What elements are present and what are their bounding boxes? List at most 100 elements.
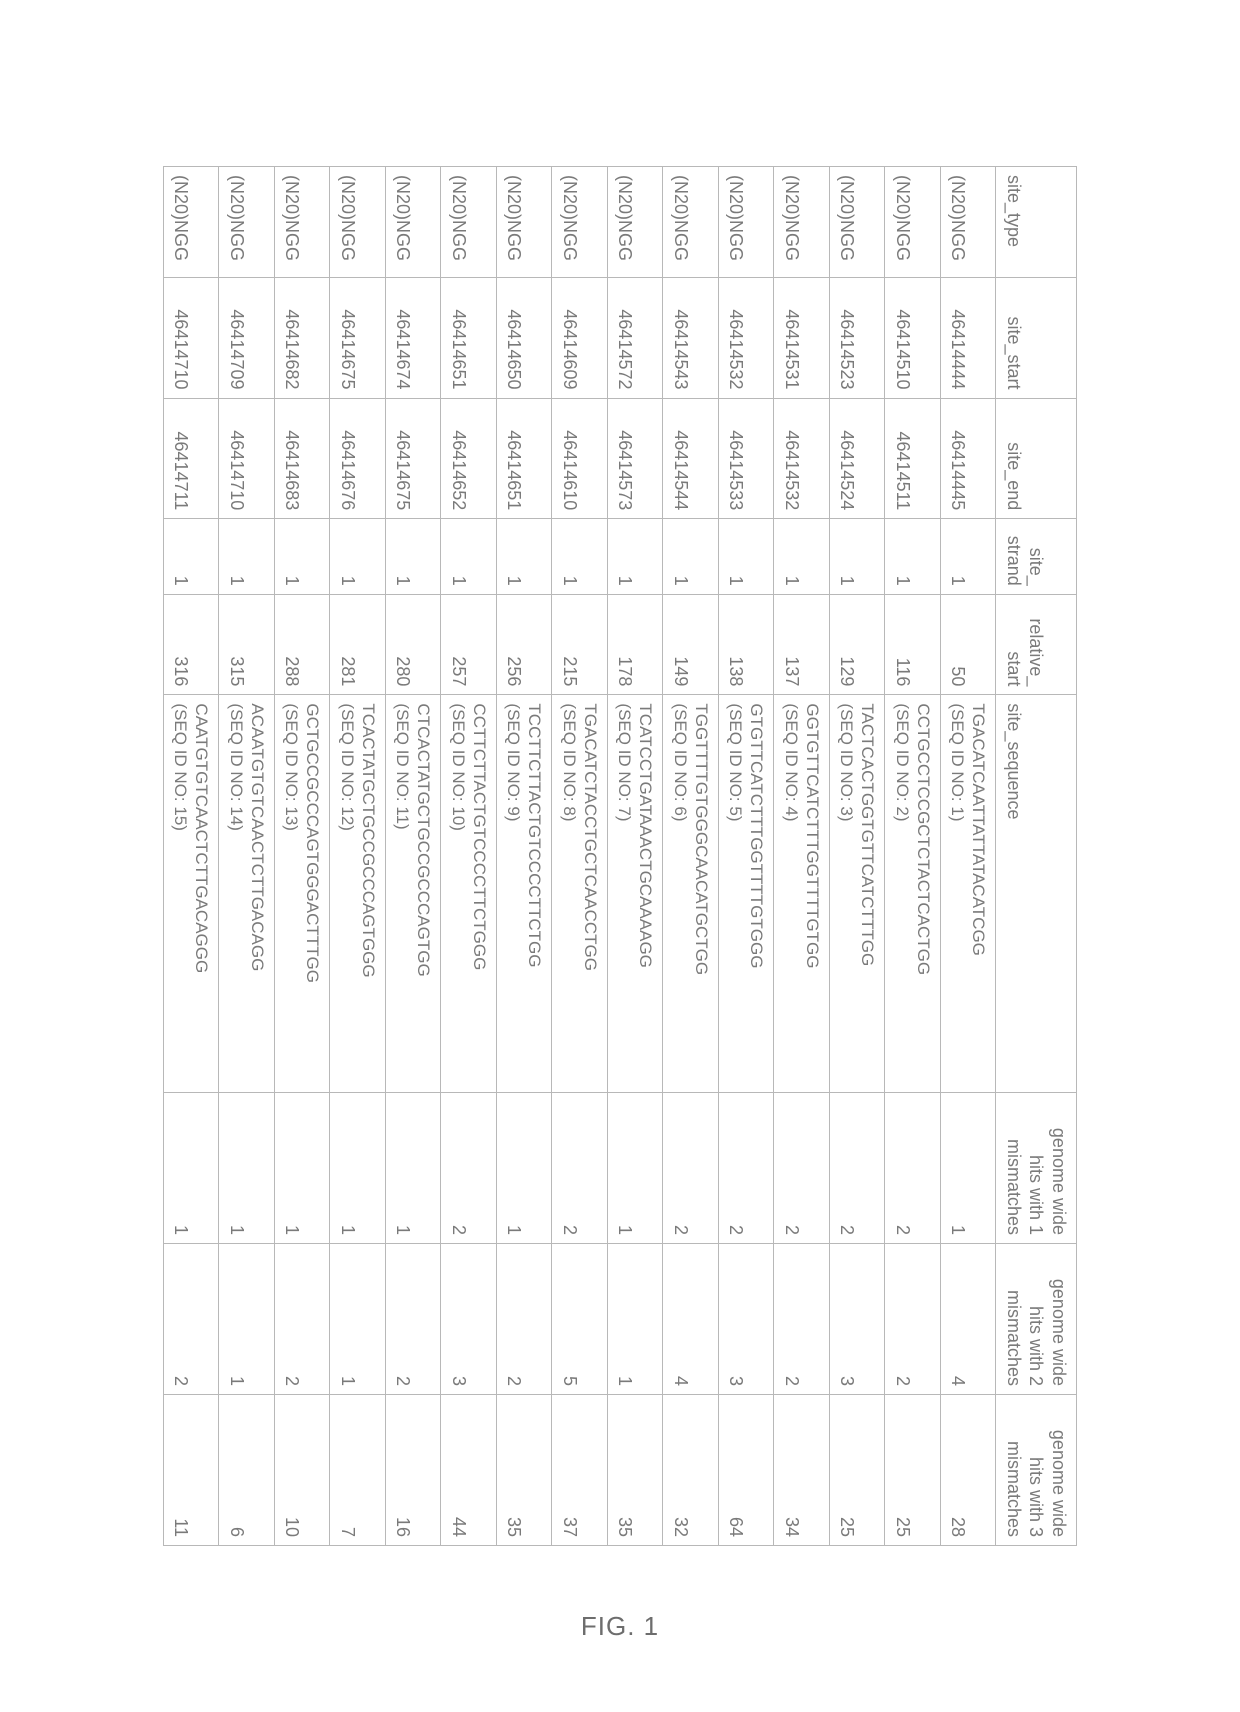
cell-relative-start: 129 [830,594,886,695]
cell-mm1: 1 [330,1093,386,1244]
cell-mm2: 2 [275,1244,331,1395]
seq-id-label: (SEQ ID NO: 5) [726,703,745,821]
cell-site-end: 46414676 [330,398,386,519]
cell-site-type: (N20)NGG [164,167,220,278]
cell-site-sequence: ACAATGTGTCAACTCTTGACAGG(SEQ ID NO: 14) [219,695,275,1093]
cell-site-end: 46414711 [164,398,220,519]
cell-site-end: 46414710 [219,398,275,519]
cell-relative-start: 257 [441,594,497,695]
cell-mm2: 3 [719,1244,775,1395]
cell-site-start: 46414682 [275,277,331,398]
cell-site-type: (N20)NGG [885,167,941,278]
cell-mm2: 4 [663,1244,719,1395]
cell-mm1: 2 [552,1093,608,1244]
cell-site-sequence: CTCACTATGCTGCCGCCCAGTGG(SEQ ID NO: 11) [386,695,442,1093]
cell-mm3: 34 [774,1394,830,1545]
cell-site-start: 46414650 [497,277,553,398]
cell-mm3: 11 [164,1394,220,1545]
cell-mm3: 25 [885,1394,941,1545]
cell-mm2: 5 [552,1244,608,1395]
rotated-figure-wrap: site_type site_start site_end site_ stra… [163,166,1077,1546]
cell-site-sequence: GTGTTCATCTTTGGTTTTGTGGG(SEQ ID NO: 5) [719,695,775,1093]
cell-relative-start: 116 [885,594,941,695]
cell-site-type: (N20)NGG [774,167,830,278]
cell-site-type: (N20)NGG [663,167,719,278]
seq-id-label: (SEQ ID NO: 13) [282,703,301,831]
cell-site-sequence: TCATCCTGATAAACTGCAAAAGG(SEQ ID NO: 7) [608,695,664,1093]
cell-site-strand: 1 [164,519,220,594]
cell-site-start: 46414444 [941,277,997,398]
cell-mm1: 2 [719,1093,775,1244]
cell-mm2: 2 [497,1244,553,1395]
cell-site-sequence: GCTGCCGCCCAGTGGGACTTTGG(SEQ ID NO: 13) [275,695,331,1093]
cell-site-strand: 1 [219,519,275,594]
col-site-sequence: site_sequence [996,695,1077,1093]
seq-id-label: (SEQ ID NO: 6) [671,703,690,821]
cell-mm2: 3 [441,1244,497,1395]
seq-id-label: (SEQ ID NO: 14) [227,703,246,831]
cell-mm2: 2 [774,1244,830,1395]
cell-mm1: 1 [497,1093,553,1244]
cell-mm3: 16 [386,1394,442,1545]
table-row: (N20)NGG46414609464146101215TGACATCTACCT… [552,167,608,1546]
cell-site-strand: 1 [441,519,497,594]
cell-site-type: (N20)NGG [441,167,497,278]
cell-mm1: 1 [941,1093,997,1244]
cell-mm1: 1 [608,1093,664,1244]
sequence-table: site_type site_start site_end site_ stra… [163,166,1077,1546]
cell-mm2: 3 [830,1244,886,1395]
cell-site-strand: 1 [275,519,331,594]
seq-id-label: (SEQ ID NO: 3) [837,703,856,821]
cell-mm3: 10 [275,1394,331,1545]
cell-site-type: (N20)NGG [275,167,331,278]
cell-site-end: 46414532 [774,398,830,519]
cell-site-sequence: TCCTTCTTACTGTCCCCTTCTGG(SEQ ID NO: 9) [497,695,553,1093]
cell-site-start: 46414710 [164,277,220,398]
cell-mm1: 2 [885,1093,941,1244]
table-row: (N20)NGG46414675464146761281TCACTATGCTGC… [330,167,386,1546]
seq-id-label: (SEQ ID NO: 9) [504,703,523,821]
cell-site-sequence: TCACTATGCTGCCGCCCAGTGGG(SEQ ID NO: 12) [330,695,386,1093]
cell-site-strand: 1 [330,519,386,594]
table-header: site_type site_start site_end site_ stra… [996,167,1077,1546]
cell-site-start: 46414510 [885,277,941,398]
cell-site-type: (N20)NGG [552,167,608,278]
sequence-text: GGTGTTCATCTTTGGTTTTGTGG [803,703,822,968]
cell-mm2: 4 [941,1244,997,1395]
cell-site-end: 46414544 [663,398,719,519]
cell-mm3: 35 [497,1394,553,1545]
cell-site-start: 46414572 [608,277,664,398]
seq-id-label: (SEQ ID NO: 15) [171,703,190,831]
cell-mm2: 2 [386,1244,442,1395]
cell-site-strand: 1 [608,519,664,594]
figure-caption: FIG. 1 [0,1611,1240,1642]
cell-site-strand: 1 [830,519,886,594]
sequence-text: CTCACTATGCTGCCGCCCAGTGG [415,703,434,976]
cell-site-end: 46414652 [441,398,497,519]
cell-site-sequence: CAATGTGTCAACTCTTGACAGGG(SEQ ID NO: 15) [164,695,220,1093]
cell-site-type: (N20)NGG [497,167,553,278]
cell-site-sequence: TACTCACTGGTGTTCATCTTTGG(SEQ ID NO: 3) [830,695,886,1093]
cell-mm2: 2 [164,1244,220,1395]
cell-relative-start: 50 [941,594,997,695]
table-row: (N20)NGG46414572464145731178TCATCCTGATAA… [608,167,664,1546]
cell-site-end: 46414610 [552,398,608,519]
seq-id-label: (SEQ ID NO: 7) [615,703,634,821]
col-site-start: site_start [996,277,1077,398]
seq-id-label: (SEQ ID NO: 8) [560,703,579,821]
cell-site-start: 46414543 [663,277,719,398]
cell-site-type: (N20)NGG [719,167,775,278]
cell-site-sequence: CCTTCTTACTGTCCCCTTCTGGG(SEQ ID NO: 10) [441,695,497,1093]
sequence-text: TCATCCTGATAAACTGCAAAAGG [637,703,656,967]
cell-site-start: 46414709 [219,277,275,398]
col-mm3: genome wide hits with 3 mismatches [996,1394,1077,1545]
cell-site-strand: 1 [552,519,608,594]
table-row: (N20)NGG46414709464147101315ACAATGTGTCAA… [219,167,275,1546]
cell-mm1: 2 [441,1093,497,1244]
cell-mm1: 1 [386,1093,442,1244]
sequence-text: TACTCACTGGTGTTCATCTTTGG [859,703,878,966]
cell-mm1: 2 [830,1093,886,1244]
sequence-text: TGGTTTTGTGGGCAACATGCTGG [692,703,711,975]
cell-relative-start: 215 [552,594,608,695]
seq-id-label: (SEQ ID NO: 10) [449,703,468,831]
